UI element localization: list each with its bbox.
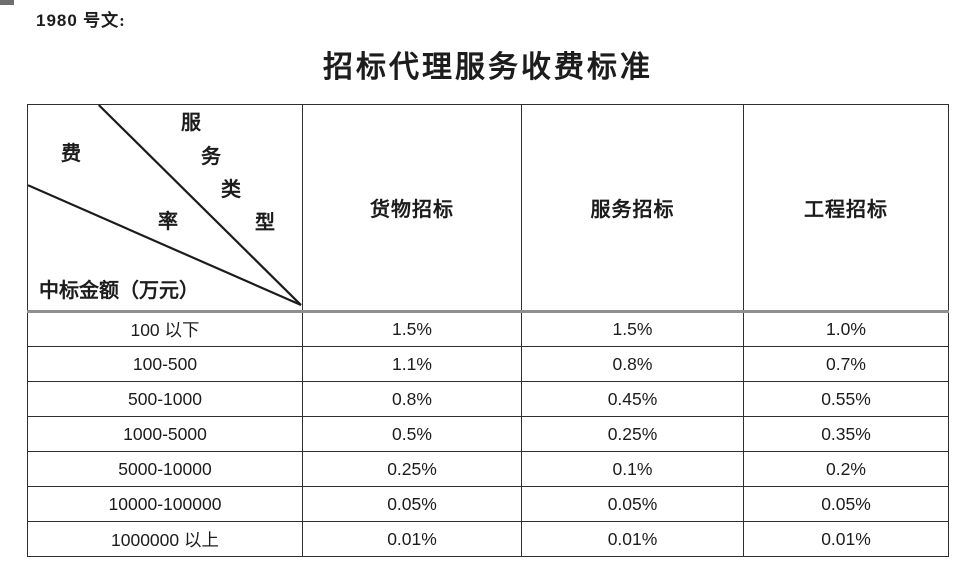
amount-range: 1000000 以上 (111, 529, 219, 550)
rate-value: 0.25% (607, 423, 658, 444)
rate-cell: 0.05% (521, 486, 744, 522)
rate-cell: 0.8% (302, 381, 522, 417)
rate-cell: 0.05% (743, 486, 949, 522)
diagonal-corner-cell: 费 服 务 类 率 型 中标金额（万元） (27, 104, 303, 313)
rate-value: 0.25% (387, 458, 437, 479)
rate-value: 0.45% (607, 388, 658, 409)
rate-cell: 0.55% (743, 381, 949, 417)
column-header-service: 服务招标 (521, 104, 744, 313)
amount-range-cell: 1000000 以上 (27, 521, 303, 557)
rate-cell: 0.01% (302, 521, 522, 557)
table-row: 10000-100000 0.05% 0.05% 0.05% (27, 486, 949, 522)
amount-range: 10000-100000 (108, 493, 222, 514)
rate-value: 0.55% (821, 388, 871, 409)
table-row: 100-500 1.1% 0.8% 0.7% (27, 346, 949, 382)
rate-value: 1.0% (826, 319, 866, 339)
column-header-goods: 货物招标 (302, 104, 522, 313)
rate-cell: 0.2% (743, 451, 949, 487)
amount-range: 5000-10000 (118, 458, 212, 479)
table-row: 100 以下 1.5% 1.5% 1.0% (27, 311, 949, 347)
rate-value: 0.05% (607, 493, 658, 514)
corner-service-char: 型 (255, 212, 275, 234)
column-header-label: 货物招标 (370, 199, 454, 221)
rate-cell: 0.5% (302, 416, 522, 452)
corner-fee-char: 费 (61, 143, 81, 165)
scan-artifact (0, 0, 14, 5)
table-row: 5000-10000 0.25% 0.1% 0.2% (27, 451, 949, 487)
rate-value: 1.5% (392, 319, 432, 339)
amount-range-cell: 1000-5000 (27, 416, 303, 452)
amount-range: 500-1000 (128, 388, 202, 409)
row-axis-label: 中标金额（万元） (39, 280, 199, 302)
amount-range: 100-500 (132, 353, 198, 374)
amount-range-cell: 100 以下 (27, 311, 303, 347)
rate-cell: 0.01% (521, 521, 744, 557)
rate-cell: 0.25% (302, 451, 522, 487)
doc-number-label: 1980 号文: (36, 6, 126, 31)
amount-range-cell: 500-1000 (27, 381, 303, 417)
doc-number: 1980 (36, 11, 78, 30)
rate-cell: 1.5% (521, 311, 744, 347)
rate-value: 1.5% (612, 319, 653, 339)
rate-cell: 0.45% (521, 381, 744, 417)
corner-service-char: 务 (201, 146, 221, 168)
rate-cell: 0.25% (521, 416, 744, 452)
rate-cell: 0.01% (743, 521, 949, 557)
column-header-engineering: 工程招标 (743, 104, 949, 313)
doc-suffix: 号文: (83, 11, 126, 30)
table-row: 1000000 以上 0.01% 0.01% 0.01% (27, 521, 949, 557)
amount-range: 100 以下 (130, 320, 200, 340)
diagonal-divider-lines (28, 105, 302, 307)
rate-value: 0.35% (821, 423, 871, 444)
rate-cell: 0.05% (302, 486, 522, 522)
rate-cell: 1.5% (302, 311, 522, 347)
rate-cell: 0.8% (521, 346, 744, 382)
rate-value: 0.5% (392, 423, 432, 444)
corner-rate-char: 率 (158, 211, 178, 233)
table-header-row: 费 服 务 类 率 型 中标金额（万元） 货物招标 服务招标 工程招标 (27, 104, 949, 313)
rate-cell: 0.7% (743, 346, 949, 382)
rate-value: 0.1% (612, 458, 653, 479)
rate-value: 0.2% (826, 458, 866, 479)
rate-cell: 1.1% (302, 346, 522, 382)
rate-value: 0.05% (387, 493, 437, 514)
rate-value: 0.01% (607, 528, 658, 549)
rate-value: 0.01% (821, 528, 871, 549)
amount-range-cell: 5000-10000 (27, 451, 303, 487)
column-header-label: 服务招标 (590, 199, 675, 221)
rate-cell: 0.1% (521, 451, 744, 487)
amount-range: 1000-5000 (123, 423, 207, 444)
table-row: 1000-5000 0.5% 0.25% 0.35% (27, 416, 949, 452)
fee-standard-table: 费 服 务 类 率 型 中标金额（万元） 货物招标 服务招标 工程招标 100 … (27, 104, 949, 557)
rate-cell: 1.0% (743, 311, 949, 347)
table-row: 500-1000 0.8% 0.45% 0.55% (27, 381, 949, 417)
corner-service-char: 类 (221, 179, 241, 201)
corner-service-char: 服 (181, 112, 201, 134)
rate-value: 0.01% (387, 528, 437, 549)
rate-value: 1.1% (392, 353, 432, 374)
amount-range-cell: 100-500 (27, 346, 303, 382)
rate-value: 0.05% (821, 493, 871, 514)
page-title: 招标代理服务收费标准 (323, 51, 653, 84)
rate-value: 0.8% (612, 353, 653, 374)
rate-cell: 0.35% (743, 416, 949, 452)
column-header-label: 工程招标 (804, 199, 888, 221)
rate-value: 0.8% (392, 388, 432, 409)
amount-range-cell: 10000-100000 (27, 486, 303, 522)
rate-value: 0.7% (826, 353, 866, 374)
